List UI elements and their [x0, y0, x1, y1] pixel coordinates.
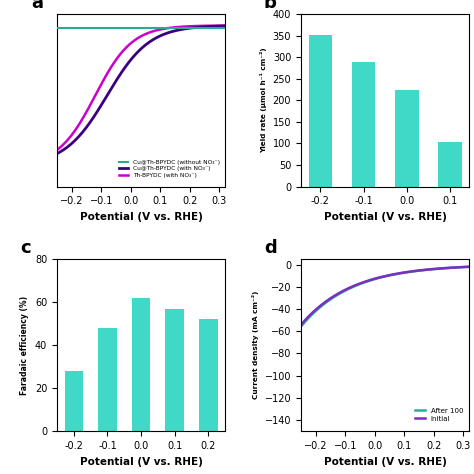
Y-axis label: Faradaic efficiency (%): Faradaic efficiency (%) [20, 296, 29, 395]
Initial [425, 267, 430, 273]
Bar [395, 90, 419, 187]
Bar [352, 63, 375, 187]
After 100 [374, 275, 380, 281]
Y-axis label: Yield rate (μmol h⁻¹ cm⁻²): Yield rate (μmol h⁻¹ cm⁻²) [260, 47, 267, 153]
Bar [165, 309, 184, 431]
Text: b: b [264, 0, 277, 12]
Legend: Cu@Th-BPYDC (without NO₃⁻), Cu@Th-BPYDC (with NO₃⁻), Th-BPYDC (with NO₃⁻): Cu@Th-BPYDC (without NO₃⁻), Cu@Th-BPYDC … [117, 157, 222, 180]
Initial [466, 264, 472, 270]
After 100 [410, 268, 416, 274]
Initial [341, 287, 347, 293]
Initial [410, 268, 416, 274]
X-axis label: Potential (V vs. RHE): Potential (V vs. RHE) [324, 212, 447, 222]
After 100 [341, 288, 347, 294]
Line: Initial: Initial [301, 267, 469, 325]
Initial [328, 295, 334, 301]
After 100 [466, 264, 472, 270]
X-axis label: Potential (V vs. RHE): Potential (V vs. RHE) [324, 456, 447, 466]
X-axis label: Potential (V vs. RHE): Potential (V vs. RHE) [80, 456, 202, 466]
After 100 [328, 296, 334, 302]
After 100 [425, 267, 430, 273]
After 100 [397, 271, 403, 276]
Text: d: d [264, 239, 277, 257]
Bar [98, 328, 117, 431]
Line: After 100: After 100 [301, 267, 469, 327]
Initial [298, 322, 304, 328]
Text: a: a [32, 0, 44, 12]
Bar [64, 371, 83, 431]
Legend: After 100, Initial: After 100, Initial [412, 405, 466, 424]
Bar [199, 319, 218, 431]
Bar [438, 142, 462, 187]
Initial [397, 270, 403, 276]
Y-axis label: Current density (mA cm⁻²): Current density (mA cm⁻²) [252, 291, 259, 400]
Text: c: c [20, 239, 30, 257]
Bar [309, 35, 332, 187]
After 100 [298, 324, 304, 329]
Initial [374, 275, 380, 281]
X-axis label: Potential (V vs. RHE): Potential (V vs. RHE) [80, 212, 202, 222]
Bar [132, 298, 150, 431]
